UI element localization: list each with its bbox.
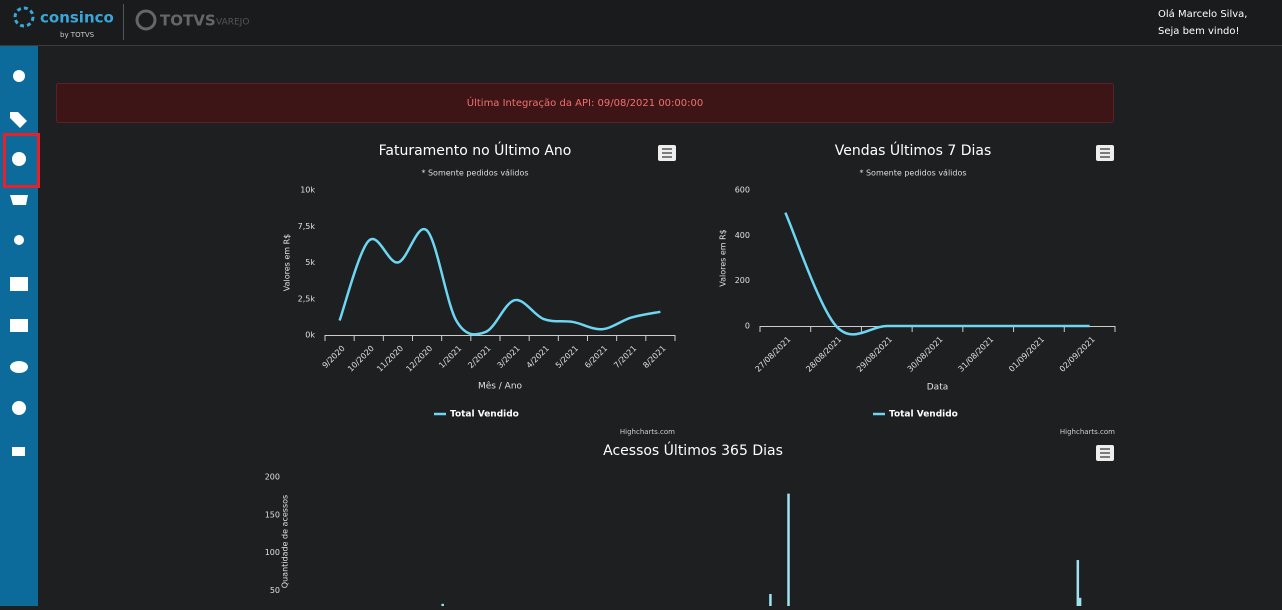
x-axis-title: Data bbox=[927, 383, 949, 393]
y-tick-label: 0 bbox=[745, 322, 750, 331]
bar bbox=[787, 493, 790, 610]
y-tick-label: 100 bbox=[265, 548, 280, 557]
x-tick-label: 01/09/2021 bbox=[1007, 335, 1046, 374]
y-tick-label: 0k bbox=[305, 331, 315, 340]
x-tick-label: 11/2020 bbox=[375, 344, 405, 374]
y-tick-label: 600 bbox=[735, 186, 750, 195]
credits: Highcharts.com bbox=[620, 428, 675, 436]
y-tick-label: 200 bbox=[265, 473, 280, 482]
menu-history[interactable] bbox=[12, 401, 26, 415]
y-tick-label: 150 bbox=[265, 510, 280, 519]
brand: consinco bbox=[40, 9, 114, 27]
chart-title: Faturamento no Último Ano bbox=[379, 141, 572, 159]
logo[interactable]: consinco by TOTVS bbox=[13, 6, 114, 39]
y-axis-title: Valores em R$ bbox=[283, 234, 292, 292]
line-series bbox=[338, 227, 661, 336]
y-tick-label: 400 bbox=[735, 231, 750, 240]
x-tick-label: 10/2020 bbox=[346, 344, 376, 374]
menu-settings[interactable] bbox=[13, 70, 25, 82]
menu-logout[interactable] bbox=[12, 447, 25, 456]
chart-subtitle: * Somente pedidos válidos bbox=[421, 169, 528, 178]
header-bar bbox=[0, 0, 1282, 45]
y-tick-label: 5k bbox=[305, 258, 315, 267]
y-tick-label: 7,5k bbox=[298, 222, 316, 231]
menu-users[interactable] bbox=[14, 235, 24, 245]
menu-config[interactable] bbox=[12, 152, 26, 166]
bar bbox=[769, 594, 772, 610]
chart-title: Vendas Últimos 7 Dias bbox=[835, 141, 992, 159]
x-tick-label: 3/2021 bbox=[495, 344, 521, 370]
x-tick-label: 02/09/2021 bbox=[1058, 335, 1097, 374]
partner-icon bbox=[135, 9, 157, 31]
brand-by: by TOTVS bbox=[60, 31, 95, 39]
menu-tags[interactable] bbox=[10, 112, 27, 128]
logo-icon bbox=[13, 6, 35, 28]
y-axis-title: Valores em R$ bbox=[719, 229, 728, 287]
bar bbox=[1078, 597, 1082, 610]
line-series bbox=[784, 212, 1090, 336]
x-tick-label: 28/08/2021 bbox=[804, 335, 843, 374]
x-tick-label: 31/08/2021 bbox=[956, 335, 995, 374]
y-tick-label: 50 bbox=[270, 586, 280, 595]
x-tick-label: 7/2021 bbox=[612, 344, 638, 370]
menu-themes[interactable] bbox=[10, 361, 28, 373]
menu-reports[interactable] bbox=[10, 277, 28, 291]
y-tick-label: 200 bbox=[735, 276, 750, 285]
greeting: Olá Marcelo Silva, bbox=[1158, 8, 1247, 20]
bar bbox=[1076, 560, 1080, 610]
x-tick-label: 5/2021 bbox=[554, 344, 580, 370]
x-tick-label: 12/2020 bbox=[404, 344, 434, 374]
credits: Highcharts.com bbox=[1060, 428, 1115, 436]
menu-cart[interactable] bbox=[10, 195, 28, 205]
alert-box bbox=[56, 83, 1114, 123]
menu-images[interactable] bbox=[10, 319, 28, 332]
welcome: Seja bem vindo! bbox=[1158, 26, 1240, 37]
x-tick-label: 2/2021 bbox=[466, 344, 492, 370]
y-axis-title: Quantidade de acessos bbox=[281, 495, 290, 588]
y-tick-label: 10k bbox=[300, 186, 315, 195]
x-tick-label: 4/2021 bbox=[525, 344, 551, 370]
x-axis-title: Mês / Ano bbox=[478, 381, 523, 392]
partner-sub: VAREJO bbox=[216, 18, 249, 28]
partner: TOTVS bbox=[160, 12, 216, 30]
alert-text: Última Integração da API: 09/08/2021 00:… bbox=[467, 96, 703, 109]
sidebar-icons bbox=[10, 70, 28, 456]
y-tick-label: 2,5k bbox=[298, 294, 316, 303]
selected-highlight bbox=[3, 133, 40, 188]
legend-label: Total Vendido bbox=[450, 410, 519, 420]
legend-label: Total Vendido bbox=[889, 410, 958, 420]
x-tick-label: 30/08/2021 bbox=[906, 335, 945, 374]
chart-subtitle: * Somente pedidos válidos bbox=[859, 169, 966, 178]
x-tick-label: 29/08/2021 bbox=[855, 335, 894, 374]
x-tick-label: 1/2021 bbox=[437, 344, 463, 370]
x-tick-label: 9/2020 bbox=[320, 344, 346, 370]
x-tick-label: 6/2021 bbox=[583, 344, 609, 370]
chart-title: Acessos Últimos 365 Dias bbox=[603, 441, 783, 459]
x-tick-label: 27/08/2021 bbox=[754, 335, 793, 374]
x-tick-label: 8/2021 bbox=[641, 344, 667, 370]
